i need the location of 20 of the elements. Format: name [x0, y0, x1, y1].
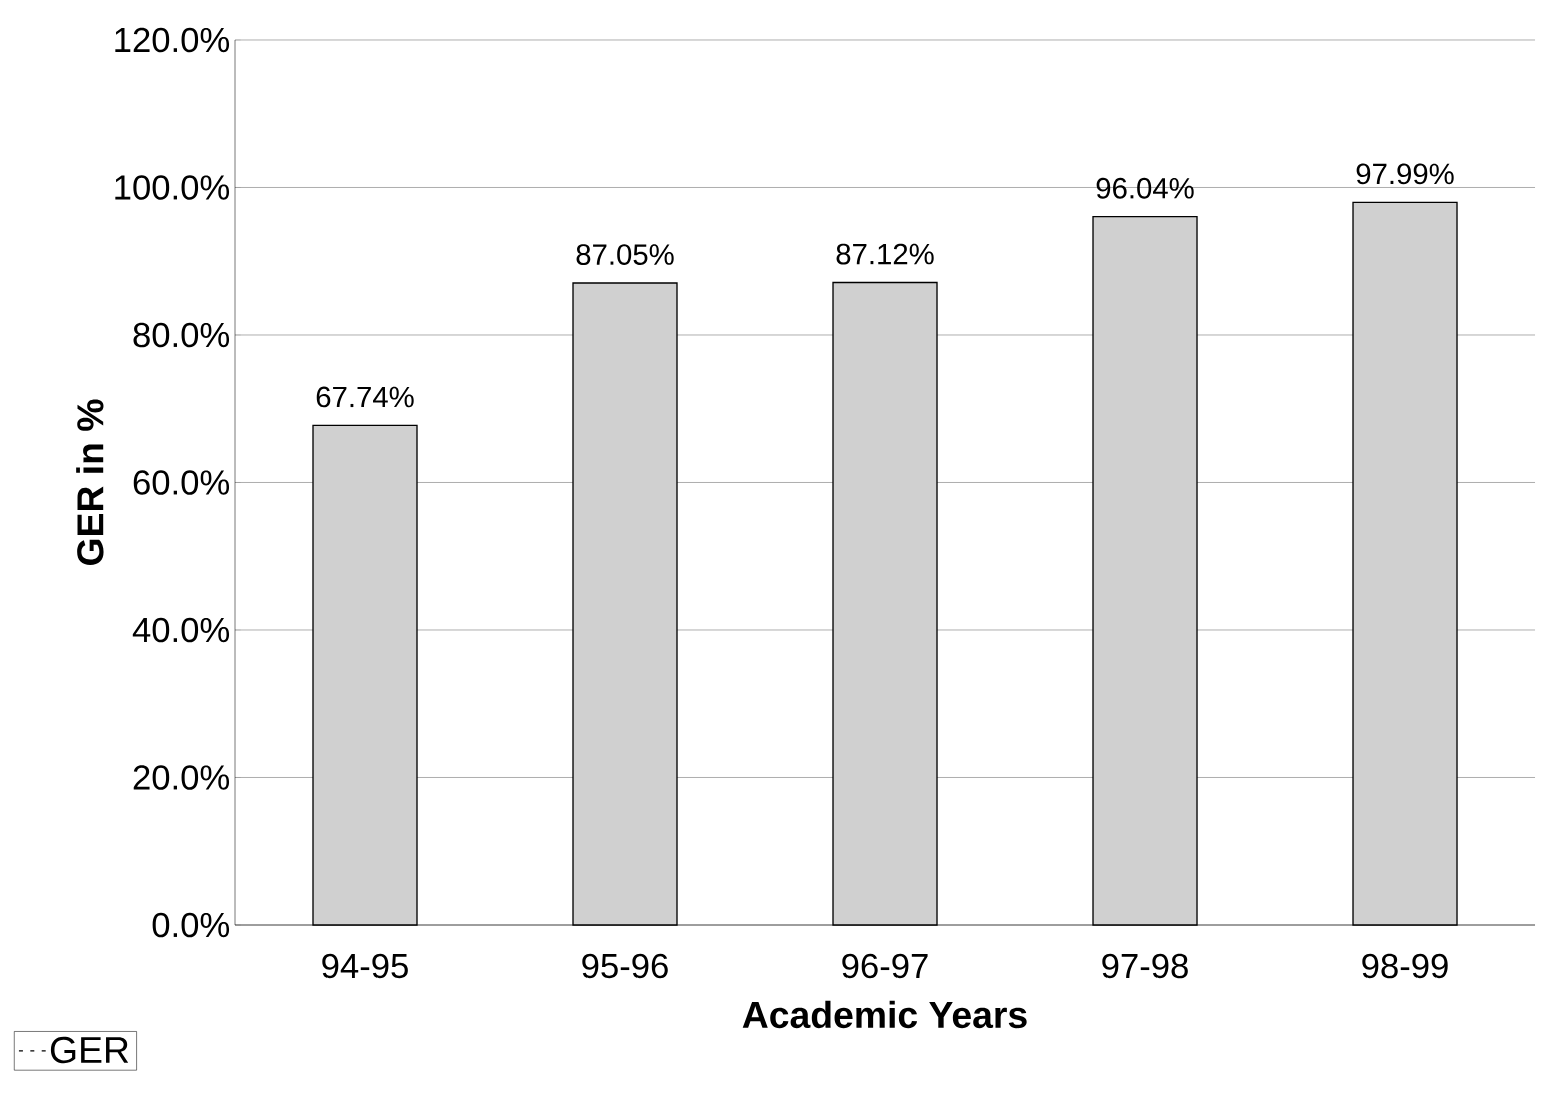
- x-tick-label: 95-96: [582, 953, 668, 979]
- y-tick-label: 80.0%: [133, 322, 230, 348]
- x-tick-label: 98-99: [1362, 953, 1448, 979]
- legend-label: GER: [50, 1036, 129, 1064]
- data-label: 96.04%: [1096, 177, 1194, 199]
- y-tick-label: 60.0%: [133, 470, 230, 495]
- x-tick-label: 97-98: [1102, 953, 1188, 979]
- data-label: 87.12%: [836, 243, 934, 265]
- y-tick-label: 100.0%: [115, 175, 230, 200]
- y-tick-label: 40.0%: [132, 617, 230, 643]
- y-tick-label: 0.0%: [152, 912, 230, 938]
- x-axis-title: Academic Years: [742, 1000, 1027, 1029]
- data-label: 67.74%: [316, 386, 414, 408]
- y-tick-label: 20.0%: [133, 765, 230, 790]
- x-tick-label: 96-97: [842, 953, 928, 979]
- y-axis-title: GER in %: [76, 399, 104, 565]
- data-label: 87.05%: [576, 244, 674, 265]
- data-label: 97.99%: [1356, 163, 1454, 185]
- x-tick-label: 94-95: [322, 953, 408, 979]
- y-tick-label: 120.0%: [115, 27, 230, 53]
